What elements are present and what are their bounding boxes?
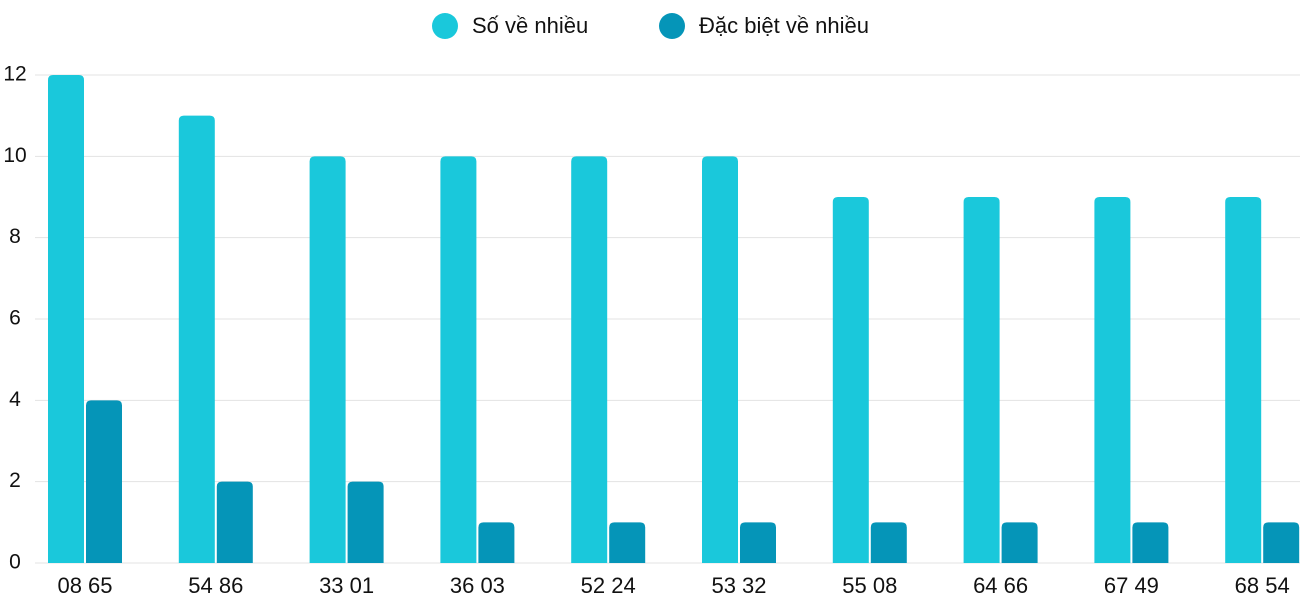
bar bbox=[832, 197, 869, 563]
y-tick-label: 6 bbox=[9, 307, 21, 330]
bar bbox=[963, 197, 1000, 563]
x-tick-label: 54 86 bbox=[188, 573, 243, 598]
y-tick-label: 10 bbox=[3, 144, 26, 167]
bar bbox=[1001, 522, 1038, 563]
legend-marker bbox=[432, 13, 458, 39]
bar bbox=[702, 156, 738, 564]
bar bbox=[1094, 197, 1131, 563]
bar bbox=[870, 522, 907, 563]
bar bbox=[571, 156, 608, 564]
x-tick-label: 52 24 bbox=[581, 573, 636, 598]
bar bbox=[440, 156, 477, 564]
legend-label: Đặc biệt về nhiều bbox=[699, 13, 869, 38]
x-tick-label: 55 08 bbox=[842, 573, 897, 598]
y-tick-label: 4 bbox=[9, 388, 21, 411]
x-tick-label: 68 54 bbox=[1235, 573, 1290, 598]
y-tick-label: 2 bbox=[9, 469, 21, 492]
bar bbox=[609, 522, 646, 563]
y-tick-label: 0 bbox=[9, 551, 21, 574]
x-tick-label: 53 32 bbox=[711, 573, 766, 598]
bar bbox=[216, 481, 253, 563]
bar bbox=[309, 156, 346, 564]
legend-marker bbox=[659, 13, 685, 39]
bar bbox=[48, 75, 84, 563]
x-tick-label: 36 03 bbox=[450, 573, 505, 598]
x-tick-label: 08 65 bbox=[57, 573, 112, 598]
x-tick-label: 33 01 bbox=[319, 573, 374, 598]
bar bbox=[1263, 522, 1300, 563]
bar bbox=[86, 400, 122, 563]
y-tick-label: 12 bbox=[3, 63, 26, 86]
bar bbox=[740, 522, 776, 563]
bar bbox=[478, 522, 515, 563]
bar bbox=[1225, 197, 1262, 563]
bar bbox=[1132, 522, 1169, 563]
x-tick-label: 64 66 bbox=[973, 573, 1028, 598]
x-tick-label: 67 49 bbox=[1104, 573, 1159, 598]
bar bbox=[347, 481, 384, 563]
y-tick-label: 8 bbox=[9, 225, 21, 248]
legend-label: Số về nhiều bbox=[472, 13, 588, 38]
bar bbox=[178, 115, 215, 564]
